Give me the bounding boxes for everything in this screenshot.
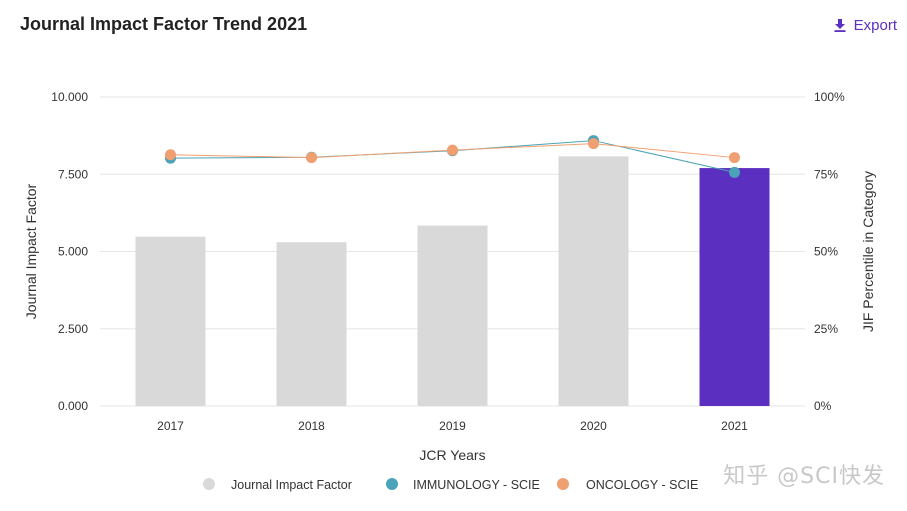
y2-tick-label: 100% bbox=[814, 90, 845, 104]
y-tick-label: 2.500 bbox=[58, 322, 88, 336]
point-immunology-2021[interactable] bbox=[729, 166, 740, 178]
bar-2021[interactable] bbox=[699, 168, 770, 406]
legend-entry-1[interactable]: IMMUNOLOGY - SCIE bbox=[413, 478, 540, 492]
legend-entry-2[interactable]: ONCOLOGY - SCIE bbox=[586, 478, 698, 492]
legend-entry-0[interactable]: Journal Impact Factor bbox=[231, 478, 352, 492]
bar-2017[interactable] bbox=[135, 236, 206, 406]
chart-title: Journal Impact Factor Trend 2021 bbox=[20, 14, 308, 34]
export-button[interactable]: Export bbox=[834, 17, 897, 34]
bar-2018[interactable] bbox=[276, 242, 347, 406]
point-oncology-2019[interactable] bbox=[447, 144, 458, 156]
y-tick-label: 0.000 bbox=[58, 399, 88, 413]
x-tick-label: 2017 bbox=[157, 419, 184, 433]
y-tick-label: 7.500 bbox=[58, 167, 88, 181]
y-axis-label: Journal Impact Factor bbox=[23, 183, 39, 319]
x-tick-label: 2021 bbox=[721, 419, 748, 433]
bar-2019[interactable] bbox=[417, 225, 488, 406]
legend-marker-2[interactable] bbox=[557, 478, 569, 490]
y2-axis-label: JIF Percentile in Category bbox=[860, 171, 876, 332]
point-oncology-2021[interactable] bbox=[729, 152, 740, 164]
y2-tick-label: 0% bbox=[814, 399, 832, 413]
bar-2020[interactable] bbox=[558, 156, 629, 406]
export-label: Export bbox=[853, 17, 897, 34]
y-tick-label: 5.000 bbox=[58, 245, 88, 259]
legend-marker-0[interactable] bbox=[203, 478, 215, 490]
point-oncology-2020[interactable] bbox=[588, 138, 599, 150]
y2-tick-label: 25% bbox=[814, 322, 838, 336]
y2-tick-label: 75% bbox=[814, 167, 838, 181]
point-oncology-2018[interactable] bbox=[306, 152, 317, 164]
x-tick-label: 2018 bbox=[298, 419, 325, 433]
y2-tick-label: 50% bbox=[814, 245, 838, 259]
watermark-text: 知乎 @SCI快发 bbox=[723, 464, 885, 489]
x-tick-label: 2020 bbox=[580, 419, 607, 433]
download-icon bbox=[834, 19, 846, 32]
x-axis-label: JCR Years bbox=[419, 447, 485, 463]
point-oncology-2017[interactable] bbox=[165, 149, 176, 161]
x-tick-label: 2019 bbox=[439, 419, 466, 433]
legend-marker-1[interactable] bbox=[386, 478, 398, 490]
y-tick-label: 10.000 bbox=[51, 90, 88, 104]
